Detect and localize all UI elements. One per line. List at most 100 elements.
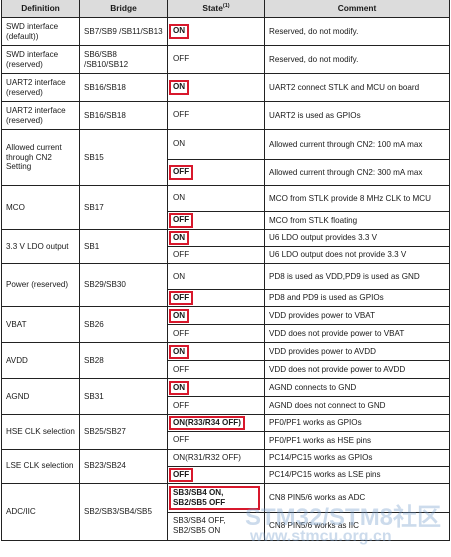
- watermark-url: www.stmcu.org.cn: [250, 528, 392, 545]
- state-value: ON: [173, 139, 186, 149]
- definition-cell: HSE CLK selection: [1, 414, 80, 450]
- bridge-cell: SB28: [79, 342, 168, 380]
- state-cell: ON: [167, 73, 265, 102]
- comment-cell: Allowed current through CN2: 300 mA max: [264, 159, 450, 186]
- state-cell: OFF: [167, 45, 265, 74]
- table-row: Power (reserved) SB29/SB30 ON PD8 is used a…: [1, 263, 450, 308]
- comment-cell: UART2 connect STLK and MCU on board: [264, 73, 450, 102]
- comment-cell: VDD does not provide power to AVDD: [264, 360, 450, 380]
- state-value: SB3/SB4 OFF, SB2/SB5 ON: [173, 516, 226, 536]
- definition-cell: AGND: [1, 378, 80, 416]
- state-value-highlighted: OFF: [169, 291, 194, 306]
- table-row: OFF PC14/PC15 works as LSE pins: [2, 465, 450, 484]
- table-row: HSE CLK selection SB25/SB27 ON(R33/R34 OFF…: [1, 414, 450, 450]
- state-cell: OFF: [167, 396, 265, 416]
- definition-cell: MCO: [1, 185, 80, 230]
- table-row: AGND SB31 ON AGND connects to GND: [1, 378, 450, 416]
- bridge-cell: SB16/SB18: [79, 73, 168, 102]
- state-cell: ON: [167, 263, 265, 291]
- comment-cell: PD8 is used as VDD,PD9 is used as GND: [264, 263, 450, 291]
- state-value-highlighted: ON: [169, 24, 190, 39]
- watermark-text: STM32/STM8社区: [245, 504, 442, 531]
- state-value: ON: [173, 271, 186, 281]
- comment-cell: Allowed current through CN2: 100 mA max: [264, 129, 450, 160]
- definition-cell: Allowed current through CN2 Setting: [1, 129, 80, 186]
- state-cell: ON: [167, 185, 265, 212]
- comment-cell: MCO from STLK floating: [264, 211, 450, 230]
- comment-cell: UART2 is used as GPIOs: [264, 101, 450, 130]
- state-cell: OFF: [167, 211, 265, 230]
- state-cell: OFF: [167, 324, 265, 344]
- bridge-cell: SB2/SB3/SB4/SB5: [79, 482, 168, 541]
- bridge-cell: SB15: [79, 129, 168, 186]
- table-row: OFF Allowed current through CN2: 300 mA m…: [2, 159, 450, 186]
- state-cell: OFF: [167, 465, 265, 484]
- comment-cell: VDD provides power to AVDD: [264, 342, 450, 362]
- state-cell: OFF: [167, 289, 265, 308]
- comment-cell: Reserved, do not modify.: [264, 17, 450, 46]
- table-row: OFF VDD does not provide power to VBAT: [2, 324, 450, 344]
- definition-cell: ADC/IIC: [1, 482, 80, 541]
- state-cell: OFF: [167, 159, 265, 186]
- state-value: ON: [173, 193, 186, 203]
- comment-cell: PF0/PF1 works as GPIOs: [264, 414, 450, 433]
- table-row: 3.3 V LDO output SB1 ON U6 LDO output provi…: [1, 228, 450, 265]
- state-value: OFF: [173, 435, 190, 445]
- state-cell: ON: [167, 17, 265, 46]
- state-cell: OFF: [167, 101, 265, 130]
- state-value: OFF: [173, 250, 190, 260]
- state-value-highlighted: SB3/SB4 ON, SB2/SB5 OFF: [169, 485, 260, 510]
- table-header-row: Definition Bridge State(1) Comment: [1, 0, 450, 18]
- state-cell: ON: [167, 342, 265, 362]
- table-row: LSE CLK selection SB23/SB24 ON(R31/R32 OFF…: [1, 448, 450, 484]
- state-value: OFF: [173, 54, 190, 64]
- bridge-cell: SB16/SB18: [79, 101, 168, 130]
- table-row: SWD interface (reserved) SB6/SB8 /SB10/SB…: [1, 45, 450, 74]
- comment-cell: PC14/PC15 works as LSE pins: [264, 465, 450, 484]
- table-row: VBAT SB26 ON VDD provides power to VBAT: [1, 306, 450, 344]
- comment-cell: Reserved, do not modify.: [264, 45, 450, 74]
- table-row: ADC/IIC SB2/SB3/SB4/SB5 SB3/SB4 ON, SB2/SB…: [1, 482, 450, 541]
- state-value: OFF: [173, 110, 190, 120]
- bridge-cell: SB7/SB9 /SB11/SB13: [79, 17, 168, 46]
- definition-cell: LSE CLK selection: [1, 448, 80, 484]
- bridge-cell: SB6/SB8 /SB10/SB12: [79, 45, 168, 74]
- comment-cell: CN8 PIN5/6 works as IIC: [264, 511, 450, 541]
- comment-cell: PF0/PF1 works as HSE pins: [264, 431, 450, 450]
- state-cell: ON: [167, 129, 265, 160]
- header-comment: Comment: [264, 0, 450, 18]
- state-value-highlighted: ON(R33/R34 OFF): [169, 416, 245, 431]
- bridge-cell: SB29/SB30: [79, 263, 168, 308]
- header-state: State(1): [167, 0, 265, 18]
- definition-cell: AVDD: [1, 342, 80, 380]
- comment-cell: AGND does not connect to GND: [264, 396, 450, 416]
- table-row: UART2 interface (reserved) SB16/SB18 OFF UA…: [1, 101, 450, 130]
- state-value-highlighted: OFF: [169, 467, 194, 482]
- table-row: SWD interface (default)) SB7/SB9 /SB11/SB…: [1, 17, 450, 46]
- table-row: OFF PD8 and PD9 is used as GPIOs: [2, 289, 450, 308]
- comment-cell: PD8 and PD9 is used as GPIOs: [264, 289, 450, 308]
- state-value-highlighted: ON: [169, 344, 190, 359]
- state-value-highlighted: OFF: [169, 213, 194, 228]
- comment-cell: PC14/PC15 works as GPIOs: [264, 448, 450, 467]
- definition-cell: SWD interface (reserved): [1, 45, 80, 74]
- comment-cell: VDD provides power to VBAT: [264, 306, 450, 326]
- table-row: UART2 interface (reserved) SB16/SB18 ON UAR…: [1, 73, 450, 102]
- state-value: OFF: [173, 400, 190, 410]
- table-row: SB3/SB4 OFF, SB2/SB5 ON CN8 PIN5/6 works …: [2, 511, 450, 541]
- state-value-highlighted: ON: [169, 308, 190, 323]
- comment-cell: VDD does not provide power to VBAT: [264, 324, 450, 344]
- state-cell: ON: [167, 306, 265, 326]
- table-row: OFF U6 LDO output does not provide 3.3 V: [2, 246, 450, 265]
- header-definition: Definition: [1, 0, 80, 18]
- comment-cell: CN8 PIN5/6 works as ADC: [264, 482, 450, 513]
- bridge-cell: SB23/SB24: [79, 448, 168, 484]
- definition-cell: VBAT: [1, 306, 80, 344]
- table-row: AVDD SB28 ON VDD provides power to AVDD: [1, 342, 450, 380]
- comment-cell: AGND connects to GND: [264, 378, 450, 398]
- comment-cell: U6 LDO output does not provide 3.3 V: [264, 246, 450, 265]
- state-cell: ON: [167, 378, 265, 398]
- state-value: ON(R31/R32 OFF): [173, 452, 241, 462]
- header-state-footnote: (1): [222, 3, 230, 10]
- state-value-highlighted: OFF: [169, 165, 194, 180]
